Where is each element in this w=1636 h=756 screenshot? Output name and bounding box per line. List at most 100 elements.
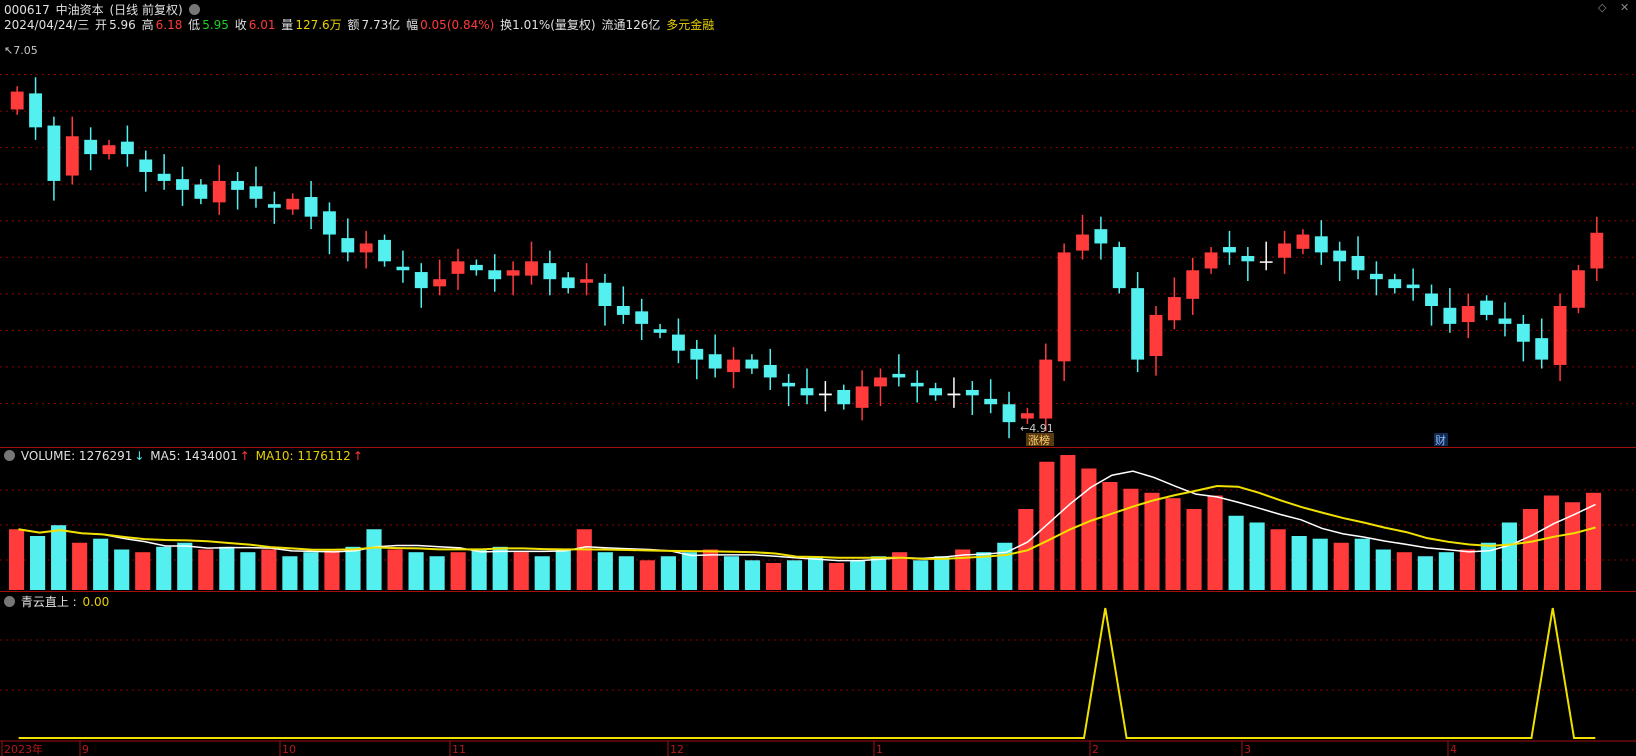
- arrow-up-icon: ↑: [239, 449, 250, 463]
- volume-bar: [618, 556, 634, 590]
- volume-bar: [1417, 556, 1433, 590]
- chevron-down-icon[interactable]: [188, 4, 200, 15]
- volume-pane-header: VOLUME: 1276291 ↓ MA5: 1434001 ↑ MA10: 117…: [4, 449, 365, 463]
- candle-body: [506, 270, 520, 276]
- close-value: 6.01: [248, 18, 276, 32]
- candle-body: [1369, 273, 1383, 280]
- candle-body: [580, 279, 594, 283]
- chevron-down-icon[interactable]: [4, 596, 15, 607]
- tag-zhangbang: 涨榜: [1028, 433, 1050, 447]
- candle-body: [635, 311, 649, 324]
- volume-bar: [1312, 538, 1328, 590]
- indicator-title: 青云直上 :: [20, 595, 77, 609]
- volume-bar: [1459, 549, 1475, 590]
- volume-bar: [1585, 492, 1602, 590]
- candle-body: [1223, 247, 1236, 253]
- candle-body: [1167, 297, 1181, 321]
- candle-body: [1498, 318, 1512, 324]
- candle-body: [341, 238, 355, 253]
- candle-body: [745, 359, 759, 369]
- volume-bar: [1522, 509, 1539, 590]
- stock-name[interactable]: 中油资本: [55, 3, 104, 17]
- pane-divider-indicator[interactable]: [0, 591, 1636, 592]
- candle-body: [598, 282, 612, 306]
- volume-bar: [387, 549, 403, 590]
- candle-body: [176, 179, 189, 190]
- volume-bar: [1480, 542, 1496, 590]
- volume-bar: [345, 546, 361, 590]
- candle-body: [1572, 270, 1585, 308]
- volume-bar: [1375, 549, 1391, 590]
- candle-body: [910, 382, 924, 387]
- volume-bar: [1144, 492, 1160, 590]
- volume-bar: [303, 552, 319, 590]
- candle-body: [488, 270, 502, 280]
- volume-bar: [492, 546, 508, 590]
- candle-body: [543, 263, 557, 280]
- candle-body: [249, 186, 263, 199]
- candle-body: [984, 398, 998, 405]
- candle-body: [378, 239, 391, 262]
- volume-bar: [1501, 522, 1518, 590]
- volume-bar: [1438, 552, 1454, 590]
- change-value: 0.05(0.84%): [420, 18, 495, 32]
- x-axis-label: 1: [876, 743, 883, 756]
- candle-body: [525, 261, 538, 276]
- amount-value: 7.73亿: [361, 18, 401, 32]
- x-axis-label: 2023年: [4, 742, 43, 756]
- candle-body: [837, 389, 851, 405]
- candle-body: [359, 243, 373, 253]
- candle-body: [671, 334, 685, 351]
- candle-body: [782, 382, 796, 387]
- candle-body: [1425, 293, 1438, 306]
- volume-bar: [723, 556, 740, 590]
- volume-bar: [219, 546, 235, 590]
- candle-body: [1076, 234, 1089, 251]
- volume-bar: [829, 563, 845, 590]
- volume-bar: [240, 552, 256, 590]
- volume-bar: [30, 536, 46, 590]
- candle-body: [120, 141, 134, 155]
- volume-bar: [934, 556, 950, 590]
- volume-value: 127.6万: [295, 18, 342, 32]
- open-label: 开: [95, 18, 108, 32]
- candle-body: [1333, 250, 1347, 262]
- candle-body: [1112, 247, 1126, 289]
- candle-body: [1186, 270, 1200, 299]
- volume-bar: [660, 556, 676, 590]
- volume-bar: [871, 556, 887, 590]
- volume-bar: [366, 529, 382, 590]
- volume-bar: [177, 542, 193, 590]
- volume-bar: [9, 529, 25, 590]
- volume-bar: [534, 556, 550, 590]
- candle-body: [29, 93, 42, 128]
- volume-bar: [198, 549, 214, 590]
- volume-bar: [976, 552, 992, 590]
- amount-label: 额: [347, 18, 360, 32]
- x-axis-label: 9: [82, 743, 89, 756]
- volume-bar: [597, 552, 613, 590]
- volume-bar: [1249, 522, 1265, 590]
- candle-body: [1553, 306, 1567, 365]
- candle-body: [727, 359, 740, 373]
- volume-bar: [324, 549, 340, 590]
- arrow-down-icon: ↓: [134, 449, 145, 463]
- close-icon[interactable]: ✕: [1620, 1, 1630, 14]
- volume-bar: [913, 560, 929, 590]
- candle-body: [763, 364, 777, 378]
- chevron-down-icon[interactable]: [4, 450, 15, 461]
- candle-body: [1259, 261, 1273, 263]
- candle-body: [1039, 359, 1053, 419]
- candle-body: [65, 136, 79, 176]
- volume-bar: [1186, 509, 1202, 590]
- indicator-line: [18, 607, 1596, 739]
- candle-body: [1314, 236, 1328, 253]
- pane-divider-volume[interactable]: [0, 447, 1636, 448]
- candle-body: [1516, 323, 1530, 342]
- diamond-icon[interactable]: ◇: [1598, 1, 1607, 14]
- candle-body: [139, 159, 153, 172]
- concept-link[interactable]: 多元金融: [666, 18, 715, 32]
- volume-bar: [1396, 552, 1412, 590]
- candle-body: [212, 180, 226, 203]
